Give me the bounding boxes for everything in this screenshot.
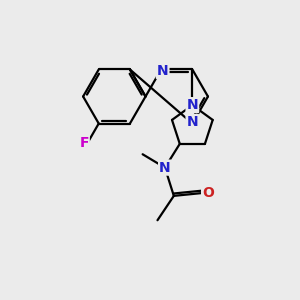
Text: F: F: [79, 136, 89, 150]
Text: N: N: [159, 160, 171, 175]
Text: N: N: [187, 98, 198, 112]
Text: O: O: [202, 186, 214, 200]
Text: N: N: [187, 115, 198, 129]
Text: N: N: [157, 64, 168, 78]
